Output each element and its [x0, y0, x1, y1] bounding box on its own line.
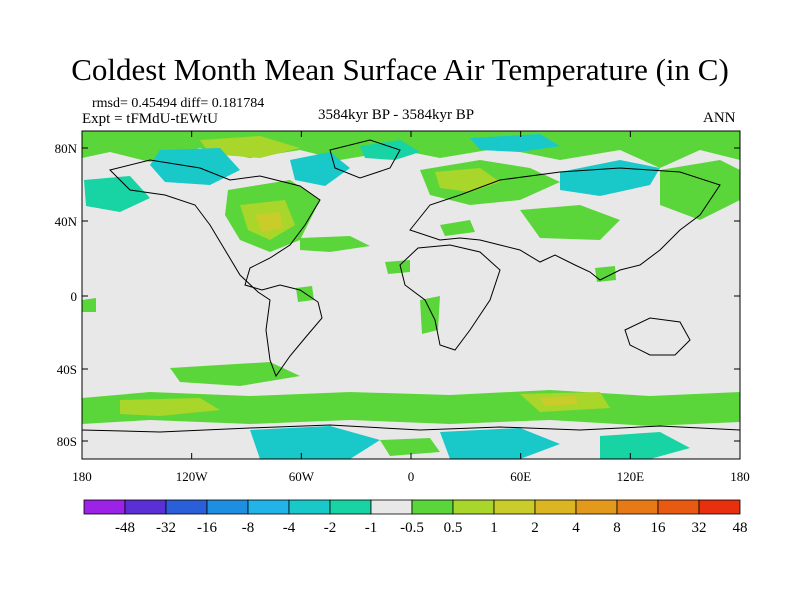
lon-tick-label: 60W [289, 469, 315, 484]
colorbar-label: -4 [283, 520, 296, 536]
field-barents-cool [470, 134, 560, 152]
colorbar-label: 32 [692, 520, 707, 536]
field-southern-ocean-warm-strongest [540, 396, 578, 406]
coast-greenland [329, 139, 401, 179]
colorbar-label: 4 [572, 520, 580, 536]
colorbar-swatch [206, 499, 249, 515]
field-arctic-warm-strong [200, 136, 300, 158]
lat-tick-label: 80N [55, 141, 78, 156]
experiment-line: Expt = tFMdU-tEWtU [82, 111, 218, 127]
colorbar: -48 -32 -16 -8 -4 -2 -1 -0.5 0.5 1 2 4 8 16 32 48 [83, 499, 748, 536]
coast-australia [624, 317, 691, 356]
colorbar-swatch [575, 499, 618, 515]
field-europe-warm [440, 220, 475, 236]
coast-americas [109, 159, 323, 378]
colorbar-label: -32 [156, 520, 176, 536]
colorbar-label: 8 [613, 520, 621, 536]
field-antarctic-cool-3 [600, 432, 690, 459]
axis-ticks: 80N 40N 0 40S 80S 180 120W 60W 0 60E 120E 180 [55, 131, 750, 484]
colorbar-label: 48 [733, 520, 748, 536]
field-alaska-cool [150, 148, 240, 185]
lat-tick-label: 80S [57, 434, 77, 449]
colorbar-label: -48 [115, 520, 135, 536]
field-central-asia-warm [520, 205, 620, 240]
coast-eurasia [409, 167, 721, 281]
field-bering-cool [84, 176, 150, 212]
stats-line: rmsd= 0.45494 diff= 0.181784 [92, 96, 265, 111]
colorbar-label: -16 [197, 520, 217, 536]
field-amazon-warm [296, 286, 314, 302]
colorbar-swatch [247, 499, 290, 515]
coast-africa [399, 244, 501, 351]
field-india-warm [595, 266, 616, 282]
colorbar-swatch [83, 499, 126, 515]
field-sahara-warm [385, 260, 410, 274]
lon-tick-label: 180 [730, 469, 750, 484]
lon-tick-label: 0 [408, 469, 415, 484]
lon-tick-label: 60E [510, 469, 531, 484]
lat-tick-label: 40N [55, 214, 78, 229]
colorbar-swatch [534, 499, 577, 515]
lat-tick-label: 40S [57, 362, 77, 377]
lon-tick-label: 120W [176, 469, 209, 484]
colorbar-swatch [411, 499, 454, 515]
field-south-pacific-warm [170, 362, 300, 386]
plot-title: Coldest Month Mean Surface Air Temperatu… [71, 52, 729, 87]
colorbar-swatch [288, 499, 331, 515]
colorbar-label: 0.5 [444, 520, 463, 536]
period-line: 3584kyr BP - 3584kyr BP [318, 107, 475, 123]
field-africa-warm [420, 296, 440, 334]
colorbar-label: 1 [490, 520, 498, 536]
field-greenland-cool [360, 140, 420, 160]
colorbar-label: -0.5 [400, 520, 424, 536]
colorbar-swatch [698, 499, 741, 515]
coastlines [82, 139, 740, 433]
colorbar-label: 16 [651, 520, 667, 536]
colorbar-swatch [452, 499, 495, 515]
colorbar-swatch [657, 499, 700, 515]
field-pacific-warm [82, 298, 96, 312]
colorbar-label: -2 [324, 520, 337, 536]
field-antarctic-cool-1 [250, 426, 380, 459]
colorbar-swatch [616, 499, 659, 515]
season-label: ANN [703, 110, 736, 126]
coast-antarctica [82, 424, 740, 433]
colorbar-label: 2 [531, 520, 539, 536]
field-great-lakes-warm [255, 212, 283, 232]
field-atlantic-warm [300, 236, 370, 252]
colorbar-swatch [124, 499, 167, 515]
colorbar-label: -8 [242, 520, 255, 536]
anomaly-fields [82, 131, 740, 459]
field-kamchatka-warm [660, 160, 740, 220]
lat-tick-label: 0 [71, 289, 78, 304]
colorbar-label: -1 [365, 520, 378, 536]
lon-tick-label: 120E [617, 469, 645, 484]
field-antarctic-warm [380, 438, 440, 456]
colorbar-swatch [165, 499, 208, 515]
field-southern-ocean-warm-strong-1 [120, 398, 220, 416]
colorbar-swatch [370, 499, 413, 515]
field-baffin-cool [290, 152, 350, 186]
colorbar-swatch [329, 499, 372, 515]
lon-tick-label: 180 [72, 469, 92, 484]
field-antarctic-cool-2 [440, 428, 560, 459]
colorbar-swatch [493, 499, 536, 515]
